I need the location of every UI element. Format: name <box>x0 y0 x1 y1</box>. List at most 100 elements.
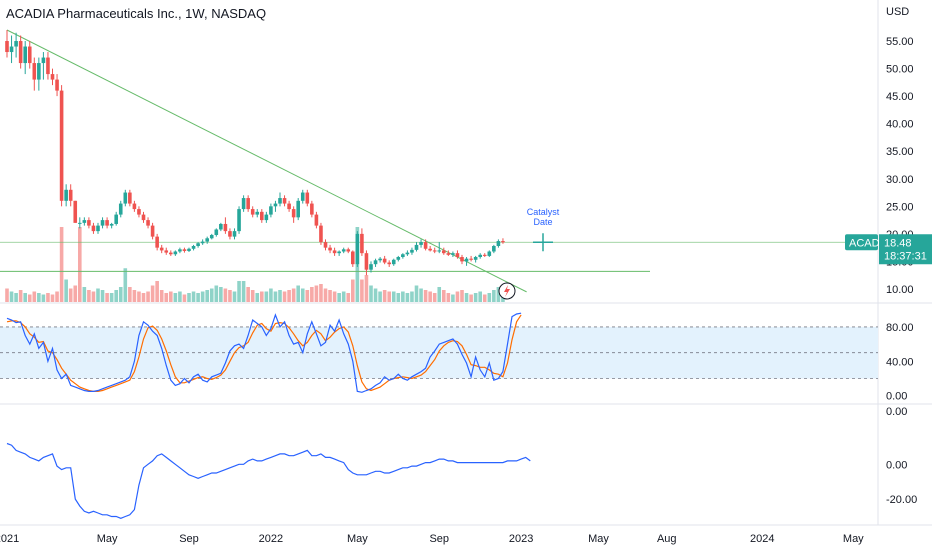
candle-body <box>32 63 37 80</box>
volume-bar <box>123 268 128 302</box>
volume-bar <box>451 294 455 302</box>
candle-body <box>464 258 469 262</box>
candle-body <box>264 214 269 221</box>
volume-bar <box>223 288 228 302</box>
volume-bar <box>492 290 496 302</box>
candle-body <box>437 250 442 252</box>
candle-body <box>351 251 355 265</box>
annotation-line1: Catalyst <box>527 207 560 217</box>
volume-bar <box>228 290 232 302</box>
volume-bar <box>264 291 269 302</box>
volume-bar <box>287 290 291 302</box>
candle-body <box>332 250 337 254</box>
candle-body <box>178 249 182 252</box>
volume-bar <box>296 285 300 302</box>
volume-bar <box>59 227 64 302</box>
volume-bar <box>255 293 260 302</box>
price-tick-label: 45.00 <box>886 91 914 103</box>
volume-bar <box>387 291 391 302</box>
candle-body <box>428 248 432 251</box>
volume-bar <box>18 290 23 302</box>
candle-body <box>396 257 401 260</box>
volume-bar <box>278 290 282 302</box>
volume-bar <box>487 293 492 302</box>
candle-body <box>9 46 14 53</box>
candle-body <box>37 63 41 80</box>
volume-bar <box>219 287 223 302</box>
volume-bar <box>269 288 273 302</box>
annotation-line2: Date <box>533 217 552 227</box>
volume-bar <box>205 290 209 302</box>
candle-body <box>200 241 205 244</box>
candle-body <box>27 46 32 64</box>
volume-bar <box>405 293 410 302</box>
candle-body <box>82 220 87 223</box>
price-tag-countdown: 18:37:31 <box>884 250 927 262</box>
price-tag[interactable] <box>879 234 932 265</box>
time-tick-label: 2021 <box>0 533 19 545</box>
candle-body <box>241 198 246 210</box>
candle-body <box>118 203 123 215</box>
volume-bar <box>291 288 296 302</box>
candle-body <box>228 231 232 237</box>
volume-bar <box>423 290 428 302</box>
candle-body <box>78 222 82 224</box>
candle-body <box>278 198 282 204</box>
time-tick-label: May <box>588 533 609 545</box>
candle-body <box>355 233 360 265</box>
volume-bar <box>250 290 255 302</box>
volume-bar <box>73 285 78 302</box>
candle-body <box>137 209 141 215</box>
candle-body <box>141 214 146 221</box>
volume-bar <box>337 293 341 302</box>
candle-body <box>314 214 319 226</box>
volume-bar <box>137 291 141 302</box>
volume-bar <box>150 285 155 302</box>
volume-bar <box>178 291 182 302</box>
candle-body <box>159 247 164 251</box>
trendline[interactable] <box>6 29 527 293</box>
time-tick-label: Sep <box>429 533 449 545</box>
candle-body <box>187 248 191 251</box>
price-tick-label: 25.00 <box>886 201 914 213</box>
symbol-tag[interactable] <box>845 234 878 251</box>
candle-body <box>378 258 382 261</box>
candle-body <box>260 211 264 221</box>
stoch-tick-label: 80.00 <box>886 322 914 334</box>
candle-body <box>273 203 278 207</box>
volume-bar <box>105 293 109 302</box>
candle-body <box>405 252 410 255</box>
time-tick-label: 2022 <box>259 533 283 545</box>
candle-body <box>123 192 128 204</box>
candle-body <box>100 220 105 226</box>
volume-bar <box>169 291 173 302</box>
candle-body <box>291 209 296 218</box>
candle-body <box>423 242 428 249</box>
candle-body <box>337 251 341 254</box>
volume-bar <box>78 227 82 302</box>
time-tick-label: 2024 <box>750 533 774 545</box>
candle-body <box>478 254 482 258</box>
volume-bar <box>373 288 378 302</box>
candle-body <box>128 192 132 204</box>
volume-bar <box>209 288 214 302</box>
volume-bar <box>300 288 305 302</box>
price-tick-label: 40.00 <box>886 119 914 131</box>
volume-bar <box>382 290 387 302</box>
volume-bar <box>155 281 159 302</box>
volume-bar <box>496 287 501 302</box>
candle-body <box>455 253 460 258</box>
candle-body <box>255 211 260 215</box>
candle-body <box>46 57 50 75</box>
candle-body <box>5 41 9 53</box>
candle-body <box>214 229 219 235</box>
candle-body <box>169 252 173 255</box>
candle-body <box>232 231 237 237</box>
candle-body <box>109 223 114 226</box>
candle-body <box>223 223 228 232</box>
candle-body <box>387 262 391 265</box>
candle-body <box>196 243 200 246</box>
candle-body <box>209 234 214 239</box>
price-tick-label: 35.00 <box>886 146 914 158</box>
